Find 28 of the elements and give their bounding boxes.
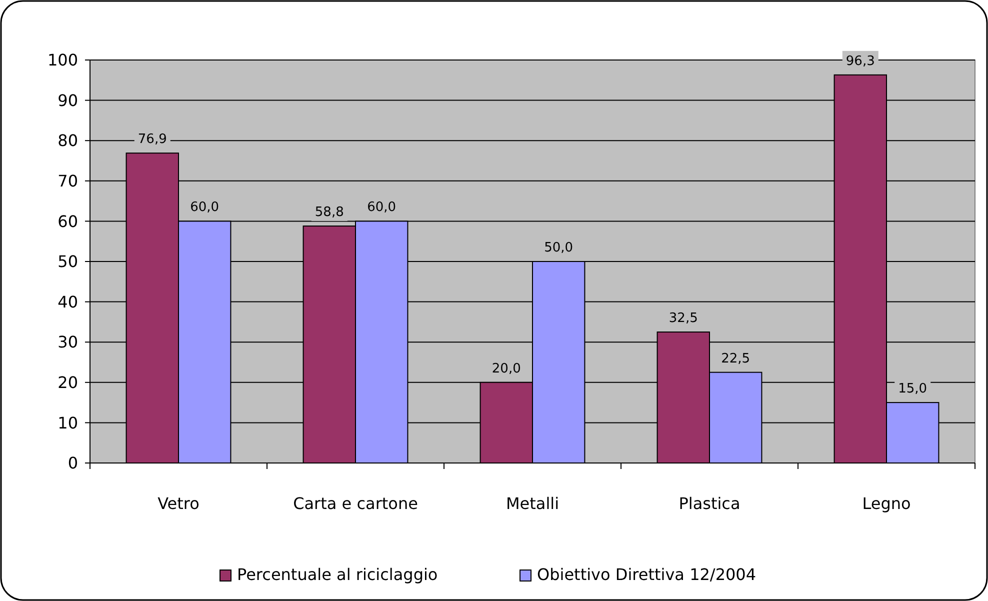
y-tick-label: 70 bbox=[58, 172, 78, 190]
legend-label: Percentuale al riciclaggio bbox=[237, 565, 438, 584]
data-label: 22,5 bbox=[721, 351, 750, 366]
data-label: 58,8 bbox=[314, 205, 344, 220]
y-tick-label: 40 bbox=[58, 292, 78, 312]
data-label: 32,5 bbox=[668, 311, 698, 326]
data-label: 60,0 bbox=[190, 200, 220, 216]
y-tick-label: 0 bbox=[68, 454, 78, 473]
x-tick-label: Legno bbox=[862, 494, 911, 513]
x-tick-label: Plastica bbox=[678, 494, 740, 513]
data-label: 50,0 bbox=[544, 240, 574, 256]
y-tick-label: 60 bbox=[58, 212, 78, 231]
x-tick-label: Carta e cartone bbox=[293, 494, 418, 513]
y-tick-label: 100 bbox=[47, 50, 78, 70]
legend-label: Obiettivo Direttiva 12/2004 bbox=[537, 565, 756, 584]
data-label: 20,0 bbox=[492, 361, 521, 376]
y-tick-label: 90 bbox=[58, 90, 78, 110]
y-tick-label: 10 bbox=[58, 413, 78, 432]
data-label: 76,9 bbox=[138, 132, 167, 148]
data-label: 60,0 bbox=[367, 200, 396, 216]
y-tick-label: 30 bbox=[58, 332, 78, 352]
data-label: 15,0 bbox=[898, 382, 928, 397]
x-tick-label: Metalli bbox=[506, 494, 560, 513]
y-tick-label: 50 bbox=[58, 252, 78, 272]
x-tick-label: Vetro bbox=[158, 494, 200, 513]
y-tick-label: 20 bbox=[58, 373, 78, 392]
y-tick-label: 80 bbox=[58, 131, 78, 150]
data-label: 96,3 bbox=[846, 54, 875, 69]
